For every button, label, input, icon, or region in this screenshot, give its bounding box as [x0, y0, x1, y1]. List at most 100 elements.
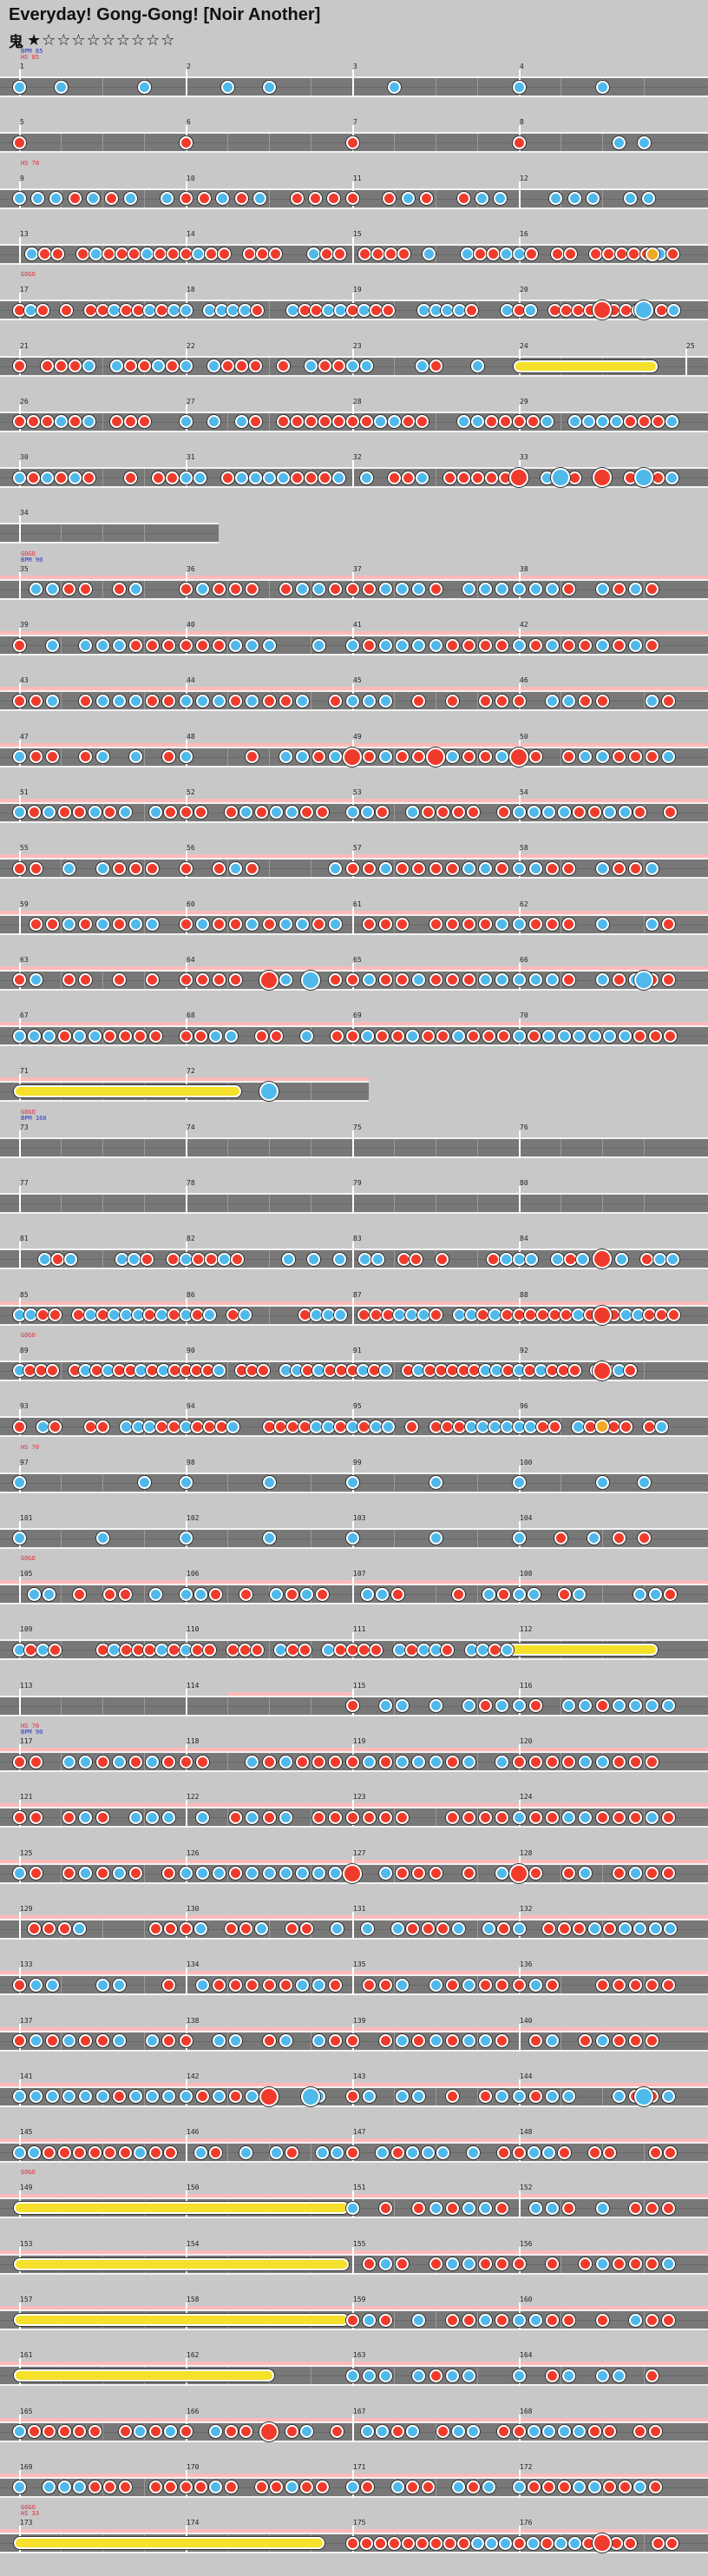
bar-line [352, 1577, 354, 1605]
ka-note [195, 1810, 209, 1824]
don-note [562, 973, 576, 987]
measure-number: 172 [520, 2462, 533, 2471]
bar-line [352, 1911, 354, 1940]
beat-line [477, 748, 478, 766]
ka-note [378, 2257, 392, 2271]
measure-number: 154 [187, 2239, 200, 2248]
don-note [512, 2425, 526, 2439]
beat-line [644, 1195, 645, 1212]
bar-line [19, 906, 21, 935]
beat-line [644, 1808, 645, 1827]
don-note [500, 1308, 514, 1322]
measure-number: 2 [187, 63, 191, 70]
lane-centerline [0, 924, 708, 926]
don-note [29, 1810, 43, 1824]
beat-line [61, 692, 62, 710]
don-note [308, 192, 322, 206]
ka-note [462, 2201, 475, 2215]
ka-note [572, 1420, 586, 1433]
beat-line [102, 2422, 103, 2441]
don-note [29, 1755, 43, 1769]
ka-note [540, 415, 554, 429]
don-note [579, 2257, 593, 2271]
don-note [628, 1810, 642, 1824]
ka-note [500, 1420, 514, 1433]
ka-note [202, 1308, 216, 1322]
beat-line [644, 692, 645, 710]
don-note [274, 1420, 288, 1433]
measure-number: 99 [353, 1458, 362, 1466]
bar-line [519, 1130, 521, 1158]
don-note [45, 918, 59, 931]
don-note [300, 1922, 314, 1936]
don-note [36, 303, 49, 317]
big-note [259, 2421, 279, 2441]
ka-note [270, 2145, 284, 2159]
don-note [12, 638, 26, 652]
don-note [312, 750, 326, 764]
note-lane [0, 1193, 708, 1214]
don-note [486, 247, 500, 261]
don-note [378, 1755, 392, 1769]
don-note [73, 2145, 87, 2159]
don-note [62, 1867, 76, 1881]
ka-note [542, 806, 556, 820]
chart-row: 161 162 163 164 [0, 2352, 708, 2408]
don-note [557, 2145, 571, 2159]
beat-line [102, 971, 103, 989]
big-note [343, 1863, 362, 1883]
ka-note [406, 806, 420, 820]
bar-line [352, 906, 354, 935]
don-note [655, 303, 669, 317]
don-note [134, 1029, 148, 1043]
ka-note [445, 2257, 459, 2271]
ka-note [528, 861, 542, 875]
don-note [345, 973, 359, 987]
beat-line [394, 2087, 395, 2105]
don-note [62, 583, 76, 596]
ka-note [73, 1922, 87, 1936]
beat-line [644, 1696, 645, 1715]
don-note [648, 2425, 662, 2439]
ka-note [57, 2480, 71, 2494]
measure-number: 58 [520, 844, 528, 853]
ka-note [146, 1810, 160, 1824]
ka-note [254, 1922, 268, 1936]
ka-note [212, 2034, 226, 2047]
don-note [212, 638, 226, 652]
measure-number: 3 [353, 63, 357, 70]
ka-note [128, 1252, 141, 1266]
don-note [179, 1922, 193, 1936]
don-note [387, 471, 401, 484]
ka-note [512, 1587, 526, 1601]
don-note [95, 1867, 109, 1881]
measure-number: 11 [353, 174, 362, 182]
don-note [12, 1420, 26, 1433]
ka-note [295, 583, 309, 596]
ka-note [179, 1587, 193, 1601]
don-note [415, 415, 429, 429]
ka-note [423, 247, 436, 261]
beat-line [560, 1195, 561, 1212]
beat-line [102, 1920, 103, 1938]
measure-number: 113 [20, 1681, 33, 1690]
don-note [12, 359, 26, 372]
don-note [279, 583, 292, 596]
measure-number: 24 [520, 341, 528, 350]
don-note [38, 247, 52, 261]
ka-note [312, 583, 326, 596]
don-note [445, 2201, 459, 2215]
ka-note [12, 1867, 26, 1881]
ka-note [345, 638, 359, 652]
don-note [614, 247, 628, 261]
chart-row: 109 110 111 112 [0, 1626, 708, 1683]
beat-line [560, 692, 561, 710]
beat-line [560, 860, 561, 878]
bar-line [19, 236, 21, 265]
ka-note [128, 583, 142, 596]
don-note [68, 415, 82, 429]
chart-row: 149 150 151 152 GOGO [0, 2170, 708, 2241]
ka-note [381, 1420, 395, 1433]
don-note [250, 1643, 264, 1657]
ka-note [262, 1532, 276, 1545]
